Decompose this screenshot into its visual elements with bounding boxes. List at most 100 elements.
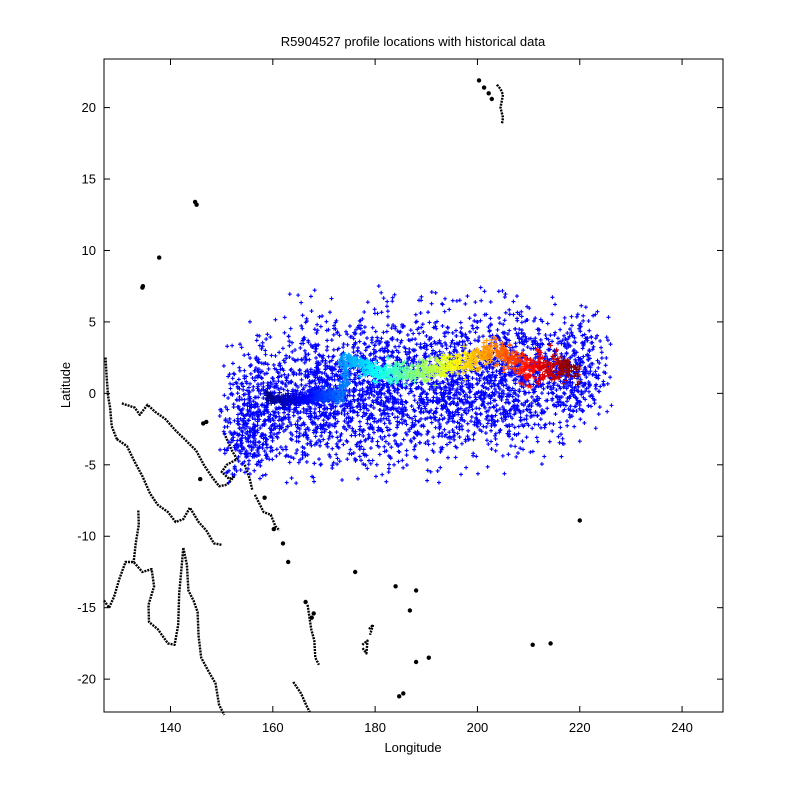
historical-profile-point	[317, 443, 322, 448]
historical-profile-point	[231, 382, 236, 387]
historical-profile-point	[302, 446, 307, 451]
historical-profile-point	[284, 384, 289, 389]
historical-profile-point	[234, 398, 239, 403]
historical-profile-point	[273, 317, 278, 322]
historical-profile-point	[318, 439, 323, 444]
historical-profile-point	[278, 363, 283, 368]
historical-profile-point	[250, 416, 255, 421]
historical-profile-point	[277, 451, 282, 456]
historical-profile-point	[260, 402, 265, 407]
historical-profile-point	[276, 430, 281, 435]
coastline	[368, 623, 375, 636]
historical-profile-point	[283, 382, 288, 387]
historical-profile-point	[253, 417, 258, 422]
island-point	[489, 96, 494, 102]
historical-profile-point	[314, 425, 319, 430]
historical-profile-point	[235, 391, 240, 396]
historical-profile-point	[320, 370, 325, 375]
island-point	[204, 419, 209, 425]
historical-profile-point	[308, 294, 313, 299]
historical-profile-point	[266, 417, 271, 422]
historical-profile-point	[357, 432, 362, 437]
historical-profile-point	[299, 341, 304, 346]
historical-profile-point	[256, 414, 261, 419]
historical-profile-point	[326, 436, 331, 441]
historical-profile-point	[274, 407, 279, 412]
historical-profile-point	[305, 369, 310, 374]
historical-profile-point	[303, 453, 308, 458]
island-point	[198, 476, 203, 482]
historical-profile-point	[287, 339, 292, 344]
historical-profile-point	[259, 369, 264, 374]
historical-profile-point	[311, 372, 316, 377]
historical-profile-point	[241, 384, 246, 389]
historical-profile-point	[312, 461, 317, 466]
historical-profile-point	[364, 345, 369, 350]
historical-profile-point	[337, 459, 342, 464]
historical-profile-point	[358, 332, 363, 337]
historical-profile-point	[257, 452, 262, 457]
historical-profile-point	[263, 439, 268, 444]
historical-profile-point	[314, 370, 319, 375]
historical-profile-point	[291, 372, 296, 377]
historical-profile-point	[227, 372, 232, 377]
historical-profile-point	[310, 474, 315, 479]
historical-profile-point	[357, 388, 362, 393]
historical-profile-point	[236, 433, 241, 438]
historical-profile-point	[345, 411, 350, 416]
island-point	[407, 608, 413, 613]
historical-profile-point	[301, 406, 306, 411]
historical-profile-point	[240, 425, 245, 430]
historical-profile-point	[397, 420, 402, 425]
historical-profile-point	[277, 414, 282, 419]
historical-profile-point	[324, 381, 329, 386]
historical-profile-point	[350, 426, 355, 431]
historical-profile-point	[365, 466, 370, 471]
historical-profile-point	[252, 378, 257, 383]
island-point	[426, 655, 431, 660]
historical-profile-point	[290, 432, 295, 437]
coastline	[104, 357, 118, 440]
historical-profile-point	[236, 459, 241, 464]
historical-profile-point	[251, 422, 256, 427]
historical-profile-point	[219, 408, 224, 413]
historical-profile-point	[283, 375, 288, 380]
historical-profile-point	[352, 372, 357, 377]
historical-profile-point	[266, 366, 271, 371]
historical-profile-point	[265, 332, 270, 337]
historical-profile-point	[286, 417, 291, 422]
historical-profile-point	[261, 396, 266, 401]
historical-profile-point	[226, 374, 231, 379]
historical-profile-point	[287, 407, 292, 412]
historical-profile-point	[323, 367, 328, 372]
y-tick-label: -5	[84, 457, 96, 472]
historical-profile-point	[342, 412, 347, 417]
historical-profile-point	[236, 377, 241, 382]
historical-profile-point	[358, 439, 363, 444]
historical-profile-point	[295, 425, 300, 430]
historical-profile-point	[346, 401, 351, 406]
island-point	[303, 599, 308, 605]
historical-profile-point	[296, 439, 301, 444]
historical-profile-point	[264, 442, 269, 447]
historical-profile-point	[255, 358, 260, 363]
historical-profile-point	[330, 354, 335, 359]
historical-profile-point	[223, 417, 228, 422]
historical-profile-point	[270, 376, 275, 381]
historical-profile-point	[341, 342, 346, 347]
historical-profile-point	[287, 420, 292, 425]
historical-profile-point	[260, 340, 265, 345]
historical-profile-point	[260, 446, 265, 451]
historical-profile-point	[319, 433, 324, 438]
historical-profile-point	[225, 344, 230, 349]
historical-profile-point	[327, 359, 332, 364]
historical-profile-point	[221, 363, 226, 368]
historical-profile-point	[330, 466, 335, 471]
historical-profile-point	[303, 355, 308, 360]
historical-profile-point	[317, 352, 322, 357]
island-point	[548, 641, 553, 646]
historical-profile-point	[314, 365, 319, 370]
historical-profile-point	[433, 425, 438, 430]
historical-profile-point	[401, 437, 406, 442]
historical-profile-point	[289, 476, 294, 481]
